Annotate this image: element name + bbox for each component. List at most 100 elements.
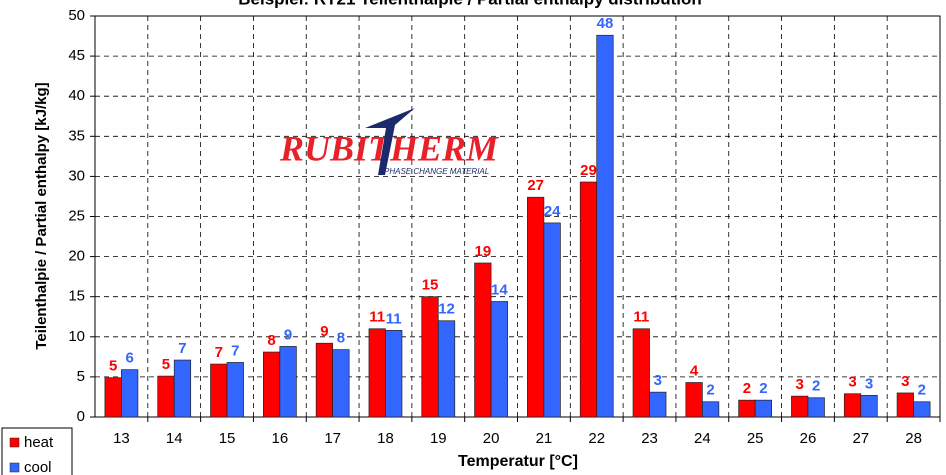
y-tick-label: 45 [68, 47, 85, 64]
value-label: 7 [215, 344, 223, 361]
y-axis-label: Teilenthalpie / Partial enthalpy [kJ/kg] [33, 82, 50, 349]
value-label: 9 [284, 326, 292, 343]
x-tick-label: 19 [430, 430, 447, 447]
x-tick-label: 18 [377, 430, 394, 447]
legend-swatch [9, 437, 20, 448]
value-label: 3 [848, 374, 856, 391]
bar [738, 399, 756, 418]
bar [807, 397, 825, 418]
value-label: 15 [422, 277, 439, 294]
y-tick-label: 35 [68, 127, 85, 144]
bar [596, 34, 614, 418]
y-tick-label: 5 [77, 368, 85, 385]
bar [754, 399, 773, 418]
value-label: 11 [633, 309, 649, 326]
value-label: 3 [865, 375, 873, 392]
bar [791, 395, 809, 418]
bar [368, 328, 386, 418]
value-label: 11 [369, 309, 385, 326]
bar [649, 391, 667, 418]
x-axis-label: Temperatur [°C] [458, 453, 578, 470]
bar [701, 401, 720, 418]
value-label: 48 [597, 15, 614, 32]
value-label: 19 [475, 243, 492, 260]
value-label: 27 [527, 177, 544, 194]
bar [332, 349, 350, 418]
value-label: 2 [759, 380, 767, 397]
chart-title: Beispiel: RT21 Teilenthalpie / Partial e… [238, 0, 702, 8]
logo: RUBITHERM PHASE CHANGE MATERIAL [279, 108, 500, 176]
value-label: 14 [491, 281, 508, 298]
value-label: 3 [901, 373, 909, 390]
bar [843, 393, 862, 418]
x-tick-label: 24 [694, 430, 711, 447]
bar [685, 382, 703, 418]
x-tick-label: 23 [641, 430, 658, 447]
value-label: 5 [162, 356, 170, 373]
bar [437, 320, 456, 418]
y-tick-label: 40 [68, 87, 85, 104]
value-label: 2 [918, 382, 926, 399]
legend-swatch [9, 462, 20, 473]
bar [474, 262, 492, 418]
bar [173, 359, 192, 418]
value-label: 11 [386, 310, 402, 327]
y-tick-label: 15 [68, 288, 85, 305]
bar [490, 301, 508, 418]
bar [157, 375, 175, 418]
y-tick-label: 25 [68, 207, 85, 224]
bar [913, 401, 931, 418]
bar [527, 196, 545, 418]
legend-label: heat [24, 434, 54, 451]
x-tick-label: 26 [800, 430, 817, 447]
plot-frame [94, 15, 941, 418]
y-tick-label: 0 [77, 408, 85, 425]
value-label: 2 [812, 378, 820, 395]
value-label: 2 [706, 382, 714, 399]
value-label: 12 [438, 301, 455, 318]
x-tick-label: 22 [588, 430, 605, 447]
bar [121, 369, 139, 418]
value-label: 5 [109, 358, 117, 375]
x-tick-label: 15 [219, 430, 236, 447]
bar [262, 351, 281, 418]
bar [579, 181, 598, 418]
x-tick-label: 14 [166, 430, 183, 447]
x-tick-label: 28 [905, 430, 922, 447]
x-tick-label: 17 [324, 430, 341, 447]
bar [896, 392, 914, 418]
value-label: 4 [690, 362, 699, 379]
y-tick-label: 50 [68, 7, 85, 24]
x-tick-label: 21 [536, 430, 553, 447]
value-label: 3 [654, 372, 662, 389]
y-tick-label: 20 [68, 248, 85, 265]
x-tick-label: 16 [272, 430, 289, 447]
value-label: 7 [178, 340, 186, 357]
bar [543, 222, 561, 418]
bar [104, 377, 122, 418]
value-label: 2 [743, 380, 751, 397]
value-label: 3 [796, 376, 804, 393]
x-tick-label: 25 [747, 430, 764, 447]
value-label: 9 [320, 323, 328, 340]
legend-label: cool [24, 459, 52, 475]
value-label: 24 [544, 203, 561, 220]
bar [632, 328, 650, 418]
x-tick-label: 27 [852, 430, 869, 447]
bar [860, 394, 878, 418]
value-label: 8 [267, 332, 275, 349]
bar [385, 330, 403, 418]
value-label: 8 [337, 330, 345, 347]
value-label: 29 [580, 162, 597, 179]
logo-tagline: PHASE CHANGE MATERIAL [384, 167, 489, 176]
logo-mark [365, 108, 415, 175]
value-label: 7 [231, 342, 239, 359]
x-tick-label: 20 [483, 430, 500, 447]
x-tick-label: 13 [113, 430, 130, 447]
bar [226, 362, 244, 418]
y-tick-label: 30 [68, 167, 85, 184]
y-tick-label: 10 [68, 328, 85, 345]
bar [279, 346, 297, 418]
bar [210, 363, 228, 418]
